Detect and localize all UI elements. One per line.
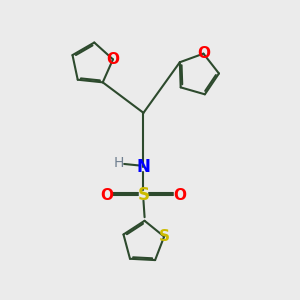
Text: H: H [114, 156, 124, 170]
Text: S: S [159, 229, 170, 244]
Text: O: O [106, 52, 119, 67]
Text: O: O [197, 46, 210, 61]
Text: O: O [173, 188, 187, 203]
Text: O: O [100, 188, 113, 203]
Text: N: N [136, 158, 150, 176]
Text: S: S [137, 187, 149, 205]
